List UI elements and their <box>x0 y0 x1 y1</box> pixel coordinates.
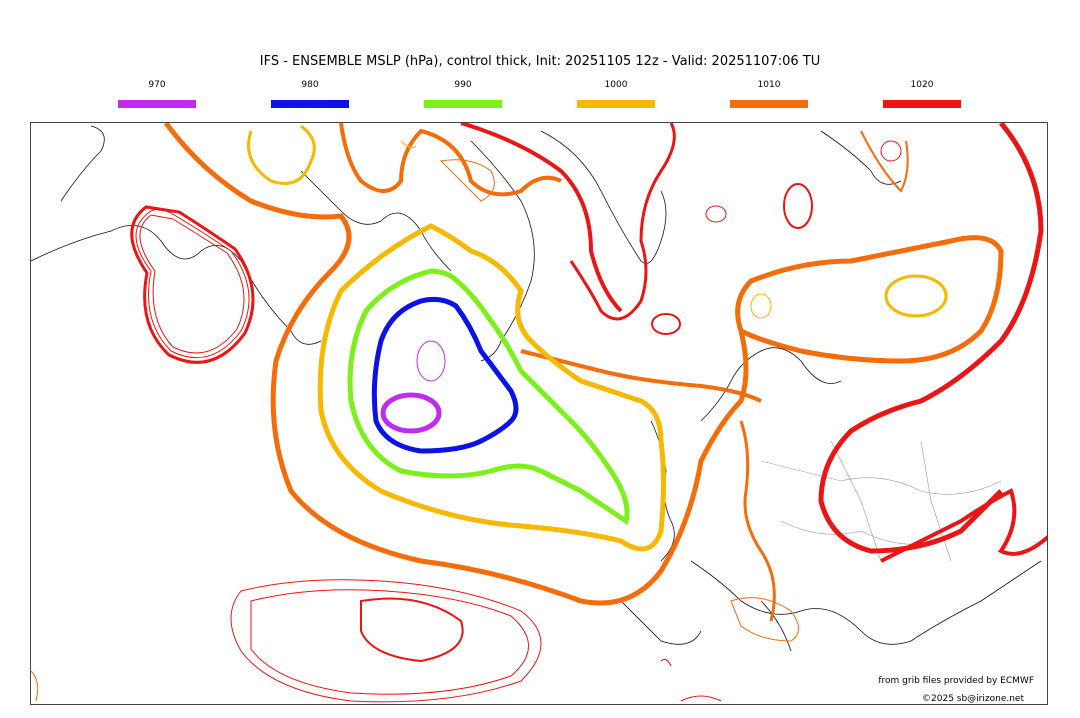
legend-label: 1000 <box>604 80 628 90</box>
copyright-credit: ©2025 sb@irizone.net <box>922 694 1024 704</box>
isobar-1000 <box>247 124 948 552</box>
legend-label: 980 <box>301 80 319 90</box>
legend-label: 1010 <box>757 80 781 90</box>
isobar-1010 <box>31 123 1004 702</box>
legend-label: 1020 <box>910 80 934 90</box>
map-title: IFS - ENSEMBLE MSLP (hPa), control thick… <box>259 54 821 69</box>
legend-item-1020: 1020 <box>883 80 961 108</box>
legend-label: 970 <box>148 80 166 90</box>
isobar-990 <box>347 268 630 526</box>
isobar-970 <box>380 340 446 434</box>
pressure-map <box>30 122 1048 705</box>
legend-item-990: 990 <box>424 80 502 108</box>
legend-swatch <box>883 100 961 108</box>
legend-swatch <box>271 100 349 108</box>
legend-item-980: 980 <box>271 80 349 108</box>
legend-label: 990 <box>454 80 472 90</box>
legend-item-1000: 1000 <box>577 80 655 108</box>
data-source-credit: from grib files provided by ECMWF <box>878 676 1034 686</box>
map-canvas <box>31 123 1047 703</box>
borders <box>760 440 1002 562</box>
isobar-980 <box>371 296 519 454</box>
legend-swatch <box>424 100 502 108</box>
legend-swatch <box>118 100 196 108</box>
legend-swatch <box>577 100 655 108</box>
isobar-1020 <box>130 123 1047 703</box>
legend-item-1010: 1010 <box>730 80 808 108</box>
legend-item-970: 970 <box>118 80 196 108</box>
legend-swatch <box>730 100 808 108</box>
